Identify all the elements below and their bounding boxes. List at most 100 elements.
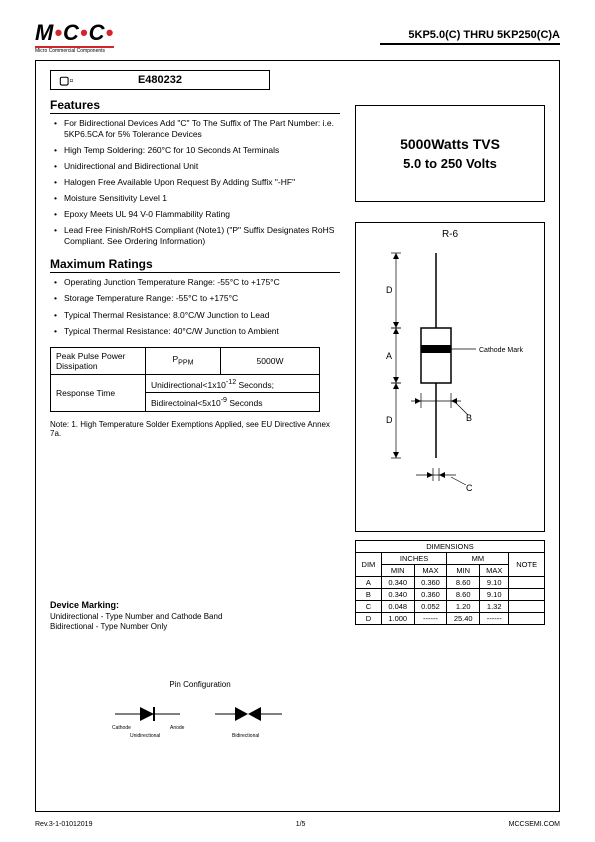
page-content: ▢▫ E480232 Features For Bidirectional De…: [50, 70, 545, 802]
package-svg: D A D Cathode Mark: [356, 223, 544, 513]
cell-value: 0.360: [414, 589, 447, 601]
cell-value: 5000W: [221, 347, 320, 374]
list-item: For Bidirectional Devices Add "C" To The…: [50, 118, 340, 140]
cell-value: 0.048: [381, 601, 414, 613]
table-row: Peak Pulse Power Dissipation PPPM 5000W: [51, 347, 320, 374]
features-heading: Features: [50, 98, 340, 114]
website: MCCSEMI.COM: [509, 821, 560, 828]
cell-value: 1.000: [381, 613, 414, 625]
cell-value: 0.340: [381, 577, 414, 589]
cell-value: 9.10: [480, 589, 509, 601]
cell-value: D: [356, 613, 382, 625]
product-title-box: 5000Watts TVS 5.0 to 250 Volts: [355, 105, 545, 202]
logo-text: M•C•C•: [35, 20, 114, 48]
device-marking-title: Device Marking:: [50, 600, 330, 610]
footnote: Note: 1. High Temperature Solder Exempti…: [50, 420, 340, 438]
col-header: MIN: [381, 565, 414, 577]
svg-text:C: C: [466, 483, 473, 493]
package-outline-drawing: R-6 D A: [355, 222, 545, 532]
cell-value: 0.052: [414, 601, 447, 613]
list-item: Typical Thermal Resistance: 8.0°C/W Junc…: [50, 310, 340, 321]
cell-value: 8.60: [447, 589, 480, 601]
table-row: D1.000------25.40------: [356, 613, 545, 625]
col-header: NOTE: [509, 553, 545, 577]
title-line2: 5.0 to 250 Volts: [371, 156, 529, 171]
device-marking-section: Device Marking: Unidirectional - Type Nu…: [50, 600, 330, 633]
cell-label: Response Time: [51, 374, 146, 412]
svg-text:Anode: Anode: [170, 725, 185, 731]
page-number: 1/5: [296, 821, 306, 828]
cell-value: B: [356, 589, 382, 601]
list-item: Lead Free Finish/RoHS Compliant (Note1) …: [50, 225, 340, 247]
cell-value: C: [356, 601, 382, 613]
cell-value: 1.32: [480, 601, 509, 613]
col-header: INCHES: [381, 553, 447, 565]
dim-table-title: DIMENSIONS: [356, 541, 545, 553]
spec-table: Peak Pulse Power Dissipation PPPM 5000W …: [50, 347, 320, 413]
col-header: DIM: [356, 553, 382, 577]
company-logo: M•C•C• Micro Commercial Components: [35, 20, 114, 54]
table-row: A0.3400.3608.609.10: [356, 577, 545, 589]
svg-text:A: A: [386, 351, 392, 361]
cell-value: 1.20: [447, 601, 480, 613]
cert-number: E480232: [138, 74, 182, 86]
col-header: MM: [447, 553, 509, 565]
list-item: Typical Thermal Resistance: 40°C/W Junct…: [50, 326, 340, 337]
col-header: MAX: [480, 565, 509, 577]
right-column: 5000Watts TVS 5.0 to 250 Volts R-6 D: [355, 105, 545, 625]
table-row: DIM INCHES MM NOTE: [356, 553, 545, 565]
table-row: Response Time Unidirectional<1x10-12 Sec…: [51, 374, 320, 393]
cell-value: 0.360: [414, 577, 447, 589]
pin-config-diagram: Cathode Anode Unidirectional Bidirection…: [110, 699, 290, 739]
features-list: For Bidirectional Devices Add "C" To The…: [50, 118, 340, 247]
package-label: R-6: [442, 229, 458, 240]
ratings-heading: Maximum Ratings: [50, 257, 340, 273]
svg-text:Bidirectional: Bidirectional: [232, 733, 259, 739]
list-item: Storage Temperature Range: -55°C to +175…: [50, 293, 340, 304]
list-item: High Temp Soldering: 260°C for 10 Second…: [50, 145, 340, 156]
cell-value: [509, 613, 545, 625]
device-marking-text: Unidirectional - Type Number and Cathode…: [50, 612, 330, 633]
page-header: M•C•C• Micro Commercial Components 5KP5.…: [35, 20, 560, 54]
cell-value: [509, 601, 545, 613]
svg-text:Cathode Mark: Cathode Mark: [479, 347, 523, 354]
svg-text:B: B: [466, 413, 472, 423]
cell-value: 9.10: [480, 577, 509, 589]
page-footer: Rev.3-1-01012019 1/5 MCCSEMI.COM: [35, 821, 560, 828]
table-row: B0.3400.3608.609.10: [356, 589, 545, 601]
list-item: Unidirectional and Bidirectional Unit: [50, 161, 340, 172]
dimensions-table: DIMENSIONS DIM INCHES MM NOTE MIN MAX MI…: [355, 540, 545, 625]
cell-value: 25.40: [447, 613, 480, 625]
cell-value: ------: [480, 613, 509, 625]
cell-value: [509, 577, 545, 589]
logo-subtitle: Micro Commercial Components: [35, 48, 114, 54]
svg-text:D: D: [386, 285, 393, 295]
list-item: Halogen Free Available Upon Request By A…: [50, 177, 340, 188]
list-item: Moisture Sensitivity Level 1: [50, 193, 340, 204]
left-column: ▢▫ E480232 Features For Bidirectional De…: [50, 70, 340, 438]
cell-value: 8.60: [447, 577, 480, 589]
cell-value: Bidirectoinal<5x10-9 Seconds: [146, 393, 320, 412]
cell-label: Peak Pulse Power Dissipation: [51, 347, 146, 374]
svg-text:D: D: [386, 415, 393, 425]
cell-value: A: [356, 577, 382, 589]
col-header: MAX: [414, 565, 447, 577]
table-row: C0.0480.0521.201.32: [356, 601, 545, 613]
certification-box: ▢▫ E480232: [50, 70, 270, 90]
pin-config-title: Pin Configuration: [110, 680, 290, 689]
cell-value: [509, 589, 545, 601]
list-item: Epoxy Meets UL 94 V-0 Flammability Ratin…: [50, 209, 340, 220]
part-number-range: 5KP5.0(C) THRU 5KP250(C)A: [380, 29, 560, 45]
cell-value: 0.340: [381, 589, 414, 601]
svg-text:Unidirectional: Unidirectional: [130, 733, 160, 739]
ul-mark-icon: ▢▫: [59, 74, 73, 87]
list-item: Operating Junction Temperature Range: -5…: [50, 277, 340, 288]
ratings-list: Operating Junction Temperature Range: -5…: [50, 277, 340, 336]
pin-configuration: Pin Configuration Cathode Anode Unidirec…: [110, 680, 290, 739]
revision: Rev.3-1-01012019: [35, 821, 92, 828]
svg-text:Cathode: Cathode: [112, 725, 131, 731]
cell-symbol: PPPM: [146, 347, 221, 374]
col-header: MIN: [447, 565, 480, 577]
cell-value: ------: [414, 613, 447, 625]
cell-value: Unidirectional<1x10-12 Seconds;: [146, 374, 320, 393]
